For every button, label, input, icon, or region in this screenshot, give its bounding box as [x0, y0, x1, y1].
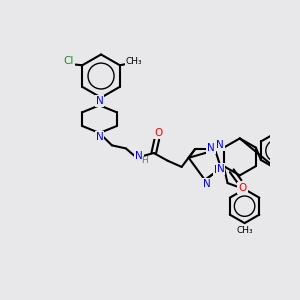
Text: O: O: [154, 128, 163, 138]
Text: Cl: Cl: [63, 56, 74, 66]
Text: N: N: [214, 165, 222, 175]
Text: N: N: [202, 179, 210, 189]
Text: N: N: [96, 96, 104, 106]
Text: N: N: [96, 132, 104, 142]
Text: N: N: [135, 151, 143, 161]
Text: O: O: [238, 183, 247, 193]
Text: N: N: [207, 143, 215, 153]
Text: CH₃: CH₃: [236, 226, 253, 235]
Text: H: H: [141, 156, 148, 165]
Text: N: N: [216, 140, 224, 150]
Text: N: N: [217, 164, 224, 174]
Text: CH₃: CH₃: [125, 57, 142, 66]
